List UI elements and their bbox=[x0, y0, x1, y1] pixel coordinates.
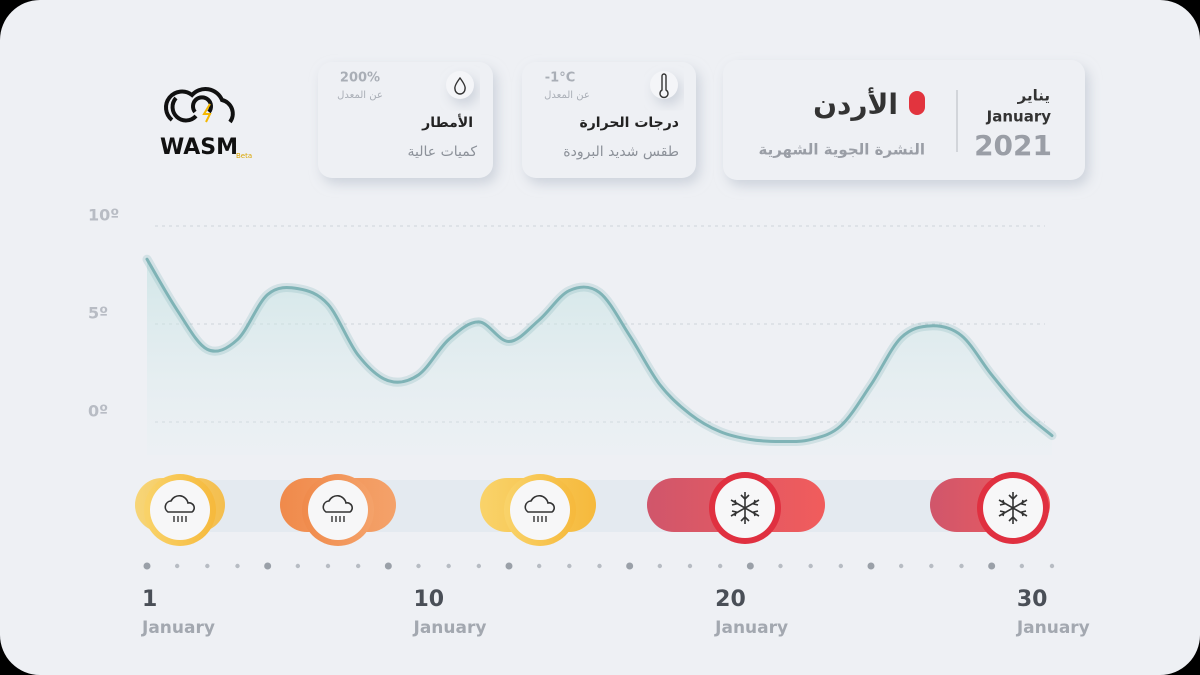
status-pill bbox=[909, 91, 925, 115]
icon-face bbox=[510, 480, 570, 540]
day-dot bbox=[838, 563, 844, 569]
temperature-subtitle: طقس شديد البرودة bbox=[563, 144, 679, 160]
rain-subtitle: كميات عالية bbox=[408, 144, 478, 160]
day-dot bbox=[143, 562, 151, 570]
temperature-note: عن المعدل bbox=[544, 90, 590, 101]
x-tick-sublabel: January bbox=[1016, 618, 1090, 638]
day-dot bbox=[384, 562, 392, 570]
icon-face bbox=[308, 480, 368, 540]
day-dot bbox=[657, 563, 663, 569]
day-dot bbox=[717, 563, 723, 569]
bulletin-subtitle: النشرة الجوية الشهرية bbox=[758, 141, 925, 159]
day-dot bbox=[264, 562, 272, 570]
day-dot bbox=[988, 562, 996, 570]
plot: 10º 5º 0º 1 January 10 January 20 January 30 Janua… bbox=[88, 206, 1090, 639]
x-tick-sublabel: January bbox=[141, 618, 215, 638]
day-dot bbox=[929, 563, 934, 569]
day-dot bbox=[205, 563, 210, 569]
drop-icon bbox=[446, 71, 474, 99]
rain-value: 200% bbox=[340, 71, 380, 86]
day-dot bbox=[355, 563, 361, 569]
day-dot bbox=[746, 562, 754, 570]
day-dot bbox=[898, 563, 904, 569]
month-ar: يناير bbox=[1017, 87, 1050, 105]
x-tick-label: 20 bbox=[715, 587, 746, 612]
rain-note: عن المعدل bbox=[337, 90, 383, 101]
y-tick-label: 10º bbox=[88, 206, 119, 225]
day-dot bbox=[597, 563, 602, 569]
day-dot bbox=[295, 563, 301, 569]
x-tick-sublabel: January bbox=[413, 618, 487, 638]
thermo-glyph bbox=[659, 73, 669, 99]
year: 2021 bbox=[974, 129, 1052, 162]
x-tick-sublabel: January bbox=[714, 618, 788, 638]
day-dot bbox=[416, 563, 421, 569]
rain-title: الأمطار bbox=[421, 114, 473, 131]
line-area bbox=[147, 259, 1052, 456]
logo: WASM Beta bbox=[160, 87, 252, 160]
weather-strip bbox=[135, 472, 1050, 546]
day-dot bbox=[446, 563, 451, 569]
icon-face bbox=[150, 480, 210, 540]
thermo-icon bbox=[650, 71, 678, 99]
x-tick-label: 10 bbox=[414, 587, 445, 612]
day-dot bbox=[536, 563, 542, 569]
day-dot bbox=[1019, 563, 1025, 569]
day-dot bbox=[567, 563, 572, 569]
country: الأردن bbox=[813, 87, 898, 121]
day-dot bbox=[1049, 563, 1055, 569]
day-dot bbox=[808, 563, 813, 569]
day-dot bbox=[778, 563, 783, 569]
x-tick-label: 30 bbox=[1017, 587, 1048, 612]
day-dot bbox=[687, 563, 693, 569]
line bbox=[145, 257, 1054, 444]
temperature-value: -1°C bbox=[545, 71, 575, 86]
y-tick-label: 0º bbox=[88, 402, 108, 421]
drop-glyph bbox=[454, 76, 466, 95]
bulletin-card bbox=[723, 60, 1085, 180]
temperature-title: درجات الحرارة bbox=[579, 115, 679, 131]
day-dot bbox=[867, 562, 875, 570]
day-dot bbox=[626, 562, 634, 570]
day-dot bbox=[235, 563, 240, 569]
day-dot bbox=[505, 562, 513, 570]
day-dot bbox=[959, 563, 964, 569]
day-dot bbox=[325, 563, 331, 569]
logo-name: WASM bbox=[160, 135, 238, 160]
x-tick-label: 1 bbox=[142, 587, 157, 612]
logo-badge: Beta bbox=[236, 152, 252, 160]
month-en: January bbox=[986, 108, 1052, 126]
day-dot bbox=[174, 563, 180, 569]
day-dot bbox=[476, 563, 482, 569]
y-tick-label: 5º bbox=[88, 304, 108, 323]
